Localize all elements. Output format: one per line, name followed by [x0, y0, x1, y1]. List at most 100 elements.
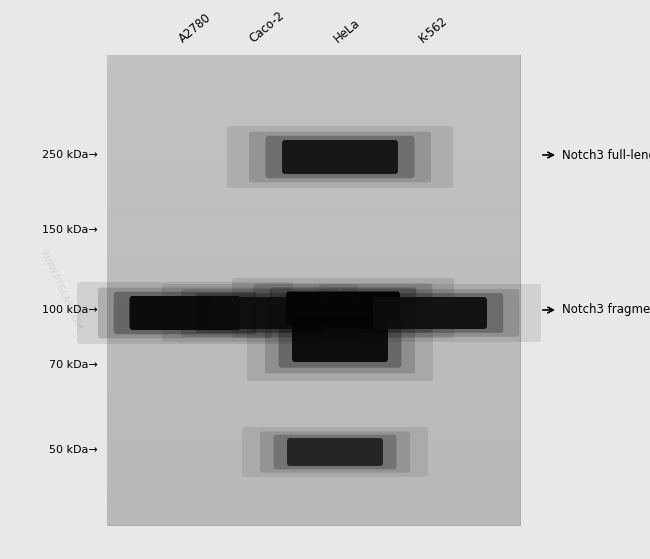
Text: 50 kDa→: 50 kDa→ [49, 445, 98, 455]
Bar [107, 511, 520, 515]
Bar [107, 309, 520, 314]
Text: A2780: A2780 [177, 11, 214, 45]
Bar [107, 304, 520, 309]
Bar [107, 248, 520, 253]
FancyBboxPatch shape [270, 287, 416, 329]
Bar [107, 394, 520, 398]
Bar [107, 417, 520, 421]
Bar [107, 163, 520, 168]
Bar [107, 408, 520, 412]
Bar [107, 102, 520, 107]
Bar [107, 347, 520, 351]
Bar [107, 431, 520, 435]
Text: HeLa: HeLa [332, 16, 363, 45]
Bar [107, 365, 520, 370]
Bar [107, 468, 520, 473]
Bar [107, 243, 520, 248]
FancyBboxPatch shape [129, 296, 240, 330]
Bar [107, 351, 520, 356]
FancyBboxPatch shape [232, 278, 454, 338]
Bar [107, 173, 520, 177]
Bar [107, 515, 520, 520]
Text: 100 kDa→: 100 kDa→ [42, 305, 98, 315]
Bar [107, 201, 520, 205]
Bar [107, 459, 520, 464]
Bar [107, 478, 520, 483]
Text: WWW.PTGLAB.COM: WWW.PTGLAB.COM [38, 248, 83, 331]
Bar [107, 361, 520, 365]
FancyBboxPatch shape [282, 140, 398, 174]
FancyBboxPatch shape [278, 312, 402, 368]
Bar [107, 177, 520, 182]
FancyBboxPatch shape [77, 282, 293, 344]
FancyBboxPatch shape [209, 297, 311, 329]
Bar [107, 412, 520, 417]
Bar [107, 262, 520, 267]
Bar [107, 281, 520, 285]
Bar [107, 314, 520, 318]
Bar [107, 454, 520, 459]
Bar [107, 196, 520, 201]
Bar [107, 285, 520, 290]
FancyBboxPatch shape [242, 427, 428, 477]
Bar [107, 88, 520, 93]
Bar [107, 182, 520, 187]
Bar [107, 384, 520, 389]
FancyBboxPatch shape [319, 284, 541, 342]
Bar [107, 380, 520, 384]
Bar [107, 93, 520, 97]
Bar [107, 69, 520, 74]
Bar [107, 229, 520, 234]
Bar [107, 149, 520, 154]
Bar [107, 323, 520, 328]
Bar [107, 435, 520, 440]
Bar [107, 60, 520, 64]
Text: Notch3 fragment: Notch3 fragment [562, 304, 650, 316]
Bar [107, 483, 520, 487]
FancyBboxPatch shape [98, 287, 272, 338]
Bar [107, 300, 520, 304]
Bar [107, 224, 520, 229]
Bar [107, 506, 520, 511]
FancyBboxPatch shape [357, 293, 503, 333]
Bar [107, 107, 520, 111]
Bar [107, 328, 520, 332]
Bar [107, 238, 520, 243]
Text: Notch3 full-length: Notch3 full-length [562, 149, 650, 162]
Bar [107, 450, 520, 454]
Bar [107, 257, 520, 262]
Bar [107, 473, 520, 478]
Text: K-562: K-562 [417, 14, 450, 45]
FancyBboxPatch shape [227, 126, 453, 188]
Bar [107, 290, 520, 295]
Bar [107, 370, 520, 375]
Bar [107, 121, 520, 126]
Bar [107, 154, 520, 158]
FancyBboxPatch shape [260, 432, 410, 472]
Bar [107, 295, 520, 300]
Bar [107, 271, 520, 276]
Bar [107, 130, 520, 135]
Bar [107, 253, 520, 257]
Bar [107, 398, 520, 403]
Bar [107, 220, 520, 224]
Bar [107, 158, 520, 163]
Bar [107, 520, 520, 525]
Bar [107, 144, 520, 149]
FancyBboxPatch shape [114, 292, 256, 334]
Bar [107, 375, 520, 380]
Bar [107, 55, 520, 525]
Bar [107, 191, 520, 196]
Bar [107, 332, 520, 337]
Bar [107, 389, 520, 394]
Bar [107, 497, 520, 501]
FancyBboxPatch shape [162, 284, 358, 342]
Bar [107, 205, 520, 210]
Bar [107, 276, 520, 281]
Bar [107, 234, 520, 238]
Text: 70 kDa→: 70 kDa→ [49, 360, 98, 370]
Bar [107, 318, 520, 323]
FancyBboxPatch shape [292, 318, 388, 362]
Text: Caco-2: Caco-2 [246, 8, 287, 45]
Bar [107, 337, 520, 342]
